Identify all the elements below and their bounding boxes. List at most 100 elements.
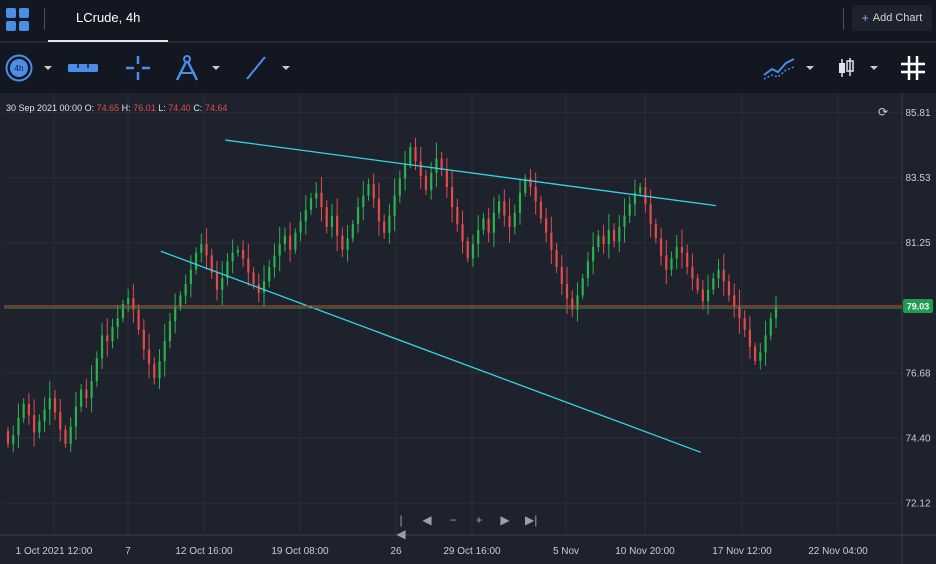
x-tick-label: 29 Oct 16:00 bbox=[443, 546, 501, 557]
candle-down bbox=[612, 229, 616, 242]
trendline-icon bbox=[246, 56, 266, 80]
candle-up bbox=[513, 212, 516, 228]
scroll-to-end-icon[interactable]: ▶| bbox=[525, 513, 538, 527]
scroll-left-icon[interactable]: ◀ bbox=[422, 513, 432, 527]
candle-up bbox=[586, 261, 590, 279]
candle-up bbox=[398, 178, 401, 196]
chart-navigation: |◀ ◀ − + ▶ ▶| bbox=[395, 513, 537, 541]
y-tick-label: 81.25 bbox=[905, 238, 930, 249]
apps-grid-icon[interactable] bbox=[4, 6, 30, 32]
chevron-down-icon bbox=[806, 66, 814, 70]
candle-up bbox=[351, 224, 354, 239]
candle-up bbox=[231, 252, 234, 262]
candle-down bbox=[529, 178, 532, 188]
timeframe-button[interactable]: 4h bbox=[4, 51, 52, 85]
divider bbox=[843, 8, 844, 30]
zoom-in-icon[interactable]: + bbox=[475, 513, 483, 527]
candle-down bbox=[59, 412, 62, 430]
scroll-right-icon[interactable]: ▶ bbox=[500, 513, 510, 527]
candle-up bbox=[127, 298, 130, 305]
chart-area[interactable]: 79.03 85.81 83.53 81.25 76.68 74.40 72.12 1 Oct… bbox=[0, 93, 936, 564]
price-chart[interactable]: 79.03 85.81 83.53 81.25 76.68 74.40 72.12 1 Oct… bbox=[0, 93, 936, 564]
candle-up bbox=[764, 335, 767, 353]
candle-up bbox=[221, 278, 224, 290]
candle-down bbox=[325, 207, 328, 228]
candle-up bbox=[17, 418, 20, 436]
divider bbox=[44, 8, 45, 30]
candle-down bbox=[748, 329, 751, 347]
candle-down bbox=[132, 298, 135, 310]
timeframe-icon: 4h bbox=[5, 54, 33, 82]
crosshair-button[interactable] bbox=[124, 51, 152, 85]
candle-up bbox=[184, 284, 187, 296]
candle-up bbox=[524, 178, 527, 193]
refresh-icon[interactable]: ⟳ bbox=[878, 105, 889, 119]
chevron-down-icon bbox=[44, 66, 52, 70]
timeframe-badge: 4h bbox=[15, 64, 24, 73]
chart-type-button[interactable] bbox=[836, 51, 878, 85]
candle-down bbox=[550, 232, 553, 250]
candle-up bbox=[299, 221, 302, 233]
plus-icon: + bbox=[861, 11, 869, 25]
candle-up bbox=[403, 164, 407, 179]
candle-down bbox=[137, 309, 140, 330]
candle-up bbox=[607, 229, 610, 245]
candle-up bbox=[80, 389, 83, 407]
candle-up bbox=[717, 269, 720, 279]
x-tick-label: 22 Nov 04:00 bbox=[808, 546, 868, 557]
candle-up bbox=[597, 235, 600, 247]
candle-down bbox=[6, 430, 10, 444]
ohlc-open-value: 74.65 bbox=[96, 103, 120, 113]
current-price-badge bbox=[903, 299, 933, 314]
candle-down bbox=[147, 349, 151, 364]
candle-down bbox=[445, 169, 448, 188]
candle-up bbox=[95, 358, 98, 382]
ruler-icon bbox=[68, 64, 98, 72]
candle-up bbox=[618, 227, 621, 242]
candle-up bbox=[294, 232, 297, 250]
candle-down bbox=[414, 147, 417, 162]
candle-up bbox=[43, 409, 46, 421]
indicators-icon bbox=[763, 58, 795, 80]
candle-down bbox=[210, 255, 213, 273]
scroll-to-start-icon[interactable]: |◀ bbox=[396, 513, 406, 541]
x-tick-label: 5 Nov bbox=[553, 546, 579, 557]
candle-up bbox=[393, 195, 396, 216]
candle-up bbox=[168, 321, 172, 342]
candle-down bbox=[659, 238, 663, 256]
candle-up bbox=[367, 184, 370, 196]
indicators-button[interactable] bbox=[762, 51, 814, 85]
ruler-button[interactable] bbox=[66, 51, 100, 85]
candle-up bbox=[69, 426, 72, 444]
chart-toolbar: 4h bbox=[0, 43, 936, 93]
zoom-out-icon[interactable]: − bbox=[449, 513, 457, 527]
x-tick-label: 26 bbox=[390, 546, 402, 557]
x-tick-label: 17 Nov 12:00 bbox=[712, 546, 772, 557]
candle-up bbox=[356, 207, 360, 225]
add-chart-button[interactable]: + Add Chart bbox=[852, 5, 932, 31]
drawing-tools-button[interactable] bbox=[172, 51, 220, 85]
candle-up bbox=[262, 281, 266, 293]
candle-down bbox=[85, 389, 88, 399]
candle-up bbox=[121, 304, 125, 319]
candle-up bbox=[623, 215, 626, 228]
candle-down bbox=[336, 215, 339, 236]
candle-up bbox=[315, 192, 318, 199]
candle-down bbox=[696, 278, 699, 290]
trendline-tool-button[interactable] bbox=[244, 51, 290, 85]
ohlc-close-label: C: bbox=[193, 103, 203, 113]
candle-down bbox=[733, 295, 736, 307]
y-tick-label: 83.53 bbox=[905, 173, 930, 184]
ohlc-date: 30 Sep 2021 00:00 bbox=[6, 103, 83, 113]
ohlc-high-label: H: bbox=[121, 103, 131, 113]
tab-chart-lcrude[interactable]: LCrude, 4h bbox=[48, 0, 168, 42]
candle-up bbox=[477, 229, 480, 245]
candle-up bbox=[111, 326, 114, 342]
candle-up bbox=[226, 261, 229, 279]
candle-up bbox=[283, 235, 286, 245]
grid-toggle-button[interactable] bbox=[900, 51, 926, 85]
candle-up bbox=[278, 244, 281, 256]
ohlc-low-label: L: bbox=[158, 103, 166, 113]
candle-up bbox=[498, 201, 501, 213]
top-bar: LCrude, 4h + Add Chart bbox=[0, 0, 936, 42]
